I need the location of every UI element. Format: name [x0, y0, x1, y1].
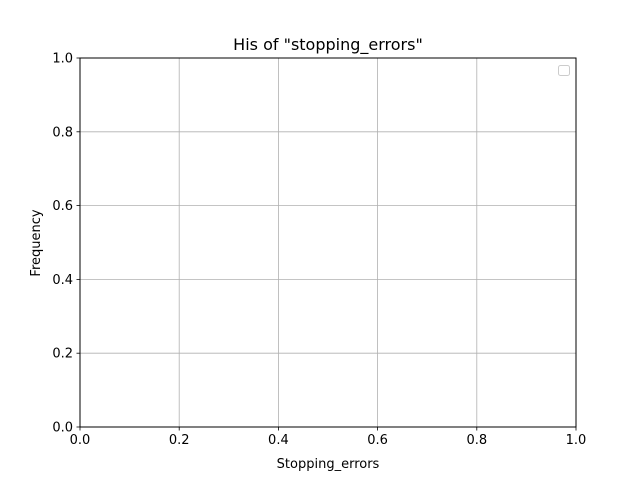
y-tick-label: 0.4 [52, 273, 73, 288]
y-tick-label: 0.2 [52, 347, 73, 362]
grid-lines [79, 57, 577, 428]
y-tick-label: 1.0 [52, 52, 73, 67]
x-tick-label: 0.6 [367, 433, 388, 448]
legend-box [558, 65, 570, 76]
x-tick-label: 0.8 [466, 433, 487, 448]
x-axis-label: Stopping_errors [277, 457, 380, 472]
y-tick-label: 0.0 [52, 421, 73, 436]
x-tick-label: 1.0 [566, 433, 587, 448]
y-tick-label: 0.8 [52, 125, 73, 140]
chart-title: His of "stopping_errors" [233, 35, 423, 55]
x-tick-label: 0.0 [70, 433, 91, 448]
x-tick-label: 0.4 [268, 433, 289, 448]
plot-area [80, 58, 576, 427]
plot-frame [79, 57, 577, 428]
y-axis-label: Frequency [29, 209, 44, 276]
x-tick-label: 0.2 [169, 433, 190, 448]
x-axis-ticks: 0.0 0.2 0.4 0.6 0.8 1.0 [70, 427, 587, 448]
y-tick-label: 0.6 [52, 199, 73, 214]
y-axis-ticks: 0.0 0.2 0.4 0.6 0.8 1.0 [52, 52, 80, 436]
